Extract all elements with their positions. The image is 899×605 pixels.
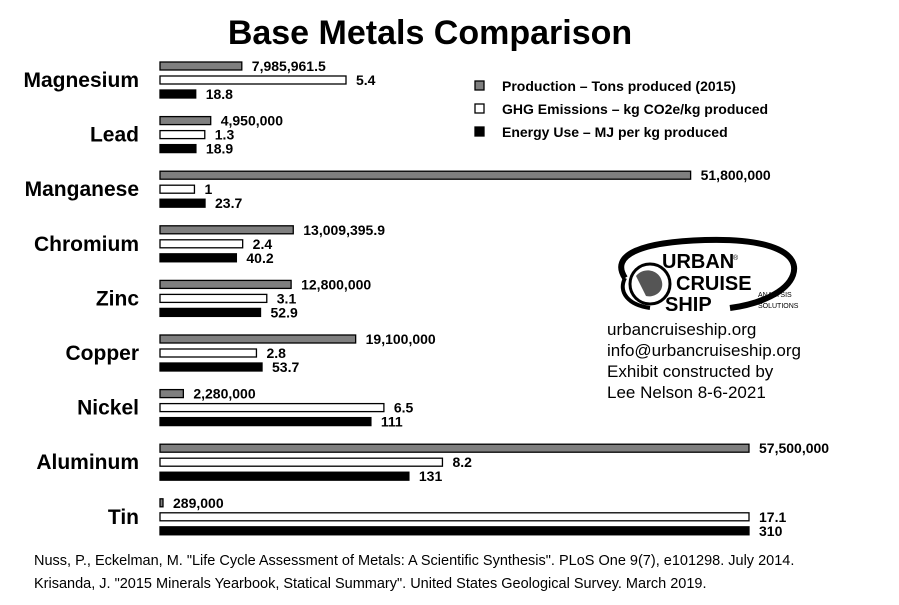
data-label-production-magnesium: 7,985,961.5 <box>252 58 326 74</box>
data-label-energy-lead: 18.9 <box>206 141 233 157</box>
legend: Production – Tons produced (2015) GHG Emi… <box>474 78 768 140</box>
legend-swatch-production <box>474 80 485 91</box>
chart-title: Base Metals Comparison <box>228 14 632 52</box>
category-label-lead: Lead <box>90 124 139 147</box>
bar-ghg-tin <box>159 512 750 522</box>
bar-ghg-copper <box>159 348 258 358</box>
bar-production-chromium <box>159 225 294 235</box>
logo-line-1: URBAN <box>662 251 734 273</box>
data-label-ghg-tin: 17.1 <box>759 509 786 525</box>
info-email: info@urbancruiseship.org <box>607 341 801 360</box>
info-website: urbancruiseship.org <box>607 320 756 339</box>
source-citation-1: Nuss, P., Eckelman, M. "Life Cycle Asses… <box>34 553 794 569</box>
bar-ghg-zinc <box>159 293 268 304</box>
logo-line-2: CRUISE <box>676 273 752 295</box>
bar-production-zinc <box>159 279 292 290</box>
bar-ghg-magnesium <box>159 75 347 85</box>
logo-swoosh-top <box>618 236 798 311</box>
bar-production-manganese <box>159 170 692 180</box>
bar-energy-chromium <box>159 253 238 263</box>
data-label-ghg-lead: 1.3 <box>215 127 235 143</box>
data-label-energy-copper: 53.7 <box>272 359 299 375</box>
bar-production-aluminum <box>159 443 750 453</box>
data-label-production-chromium: 13,009,395.9 <box>303 222 385 238</box>
data-label-ghg-magnesium: 5.4 <box>356 72 376 88</box>
info-author-date: Lee Nelson 8-6-2021 <box>607 383 766 402</box>
bar-production-copper <box>159 334 357 344</box>
bar-energy-nickel <box>159 416 372 427</box>
data-label-production-copper: 19,100,000 <box>366 331 436 347</box>
bar-energy-aluminum <box>159 471 410 481</box>
data-label-ghg-nickel: 6.5 <box>394 400 414 416</box>
info-block: urbancruiseship.org info@urbancruiseship… <box>607 320 801 402</box>
data-label-production-zinc: 12,800,000 <box>301 276 371 292</box>
bar-energy-tin <box>159 526 750 536</box>
data-label-ghg-manganese: 1 <box>204 181 212 197</box>
logo-line-3: SHIP <box>665 294 712 316</box>
data-label-energy-magnesium: 18.8 <box>206 86 233 102</box>
category-label-manganese: Manganese <box>25 178 139 201</box>
data-label-production-aluminum: 57,500,000 <box>759 440 829 456</box>
logo-tag-2: SOLUTIONS <box>758 303 799 310</box>
bar-energy-copper <box>159 362 263 372</box>
data-label-energy-nickel: 111 <box>381 414 403 430</box>
data-label-production-lead: 4,950,000 <box>221 113 283 129</box>
data-label-production-manganese: 51,800,000 <box>701 167 771 183</box>
data-label-energy-zinc: 52.9 <box>271 304 298 320</box>
bar-energy-magnesium <box>159 89 197 99</box>
bar-energy-zinc <box>159 307 262 318</box>
data-label-energy-tin: 310 <box>759 523 783 539</box>
category-label-zinc: Zinc <box>96 287 139 310</box>
bar-ghg-nickel <box>159 402 385 413</box>
urban-cruise-ship-logo: URBAN CRUISE SHIP ANALYSIS SOLUTIONS ® <box>618 236 799 316</box>
data-label-production-nickel: 2,280,000 <box>193 386 255 402</box>
logo-figure-icon <box>636 270 663 297</box>
bar-energy-manganese <box>159 198 206 208</box>
category-label-copper: Copper <box>66 342 140 365</box>
logo-swoosh-left <box>620 277 651 310</box>
data-label-energy-chromium: 40.2 <box>246 250 273 266</box>
bars-group: Magnesium 7,985,961.5 5.4 18.8 Lead 4,950,000… <box>23 58 829 539</box>
legend-label-energy: Energy Use – MJ per kg produced <box>502 124 728 140</box>
category-label-magnesium: Magnesium <box>23 69 139 92</box>
bar-ghg-manganese <box>159 184 196 194</box>
bar-ghg-lead <box>159 129 206 140</box>
data-label-ghg-zinc: 3.1 <box>277 290 297 306</box>
data-label-ghg-aluminum: 8.2 <box>452 454 472 470</box>
category-label-tin: Tin <box>108 506 139 529</box>
data-label-ghg-copper: 2.8 <box>266 345 286 361</box>
bar-production-magnesium <box>159 61 243 71</box>
logo-registered-mark: ® <box>733 254 739 262</box>
category-label-aluminum: Aluminum <box>36 451 139 474</box>
legend-label-ghg: GHG Emissions – kg CO2e/kg produced <box>502 101 768 117</box>
category-label-chromium: Chromium <box>34 233 139 256</box>
data-label-energy-aluminum: 131 <box>419 468 443 484</box>
bar-production-tin <box>159 498 164 508</box>
bar-energy-lead <box>159 143 197 154</box>
logo-tag-1: ANALYSIS <box>758 292 792 299</box>
data-label-ghg-chromium: 2.4 <box>253 236 273 252</box>
legend-label-production: Production – Tons produced (2015) <box>502 78 736 94</box>
info-constructed-by: Exhibit constructed by <box>607 362 774 381</box>
source-citation-2: Krisanda, J. "2015 Minerals Yearbook, St… <box>34 576 707 592</box>
bar-production-lead <box>159 115 212 126</box>
data-label-production-tin: 289,000 <box>173 495 224 511</box>
bar-ghg-aluminum <box>159 457 444 467</box>
legend-swatch-energy <box>474 126 485 137</box>
sources-block: Nuss, P., Eckelman, M. "Life Cycle Asses… <box>34 553 794 592</box>
legend-swatch-ghg <box>474 103 485 114</box>
data-label-energy-manganese: 23.7 <box>215 195 242 211</box>
bar-ghg-chromium <box>159 239 244 249</box>
category-label-nickel: Nickel <box>77 397 139 420</box>
bar-production-nickel <box>159 388 185 399</box>
